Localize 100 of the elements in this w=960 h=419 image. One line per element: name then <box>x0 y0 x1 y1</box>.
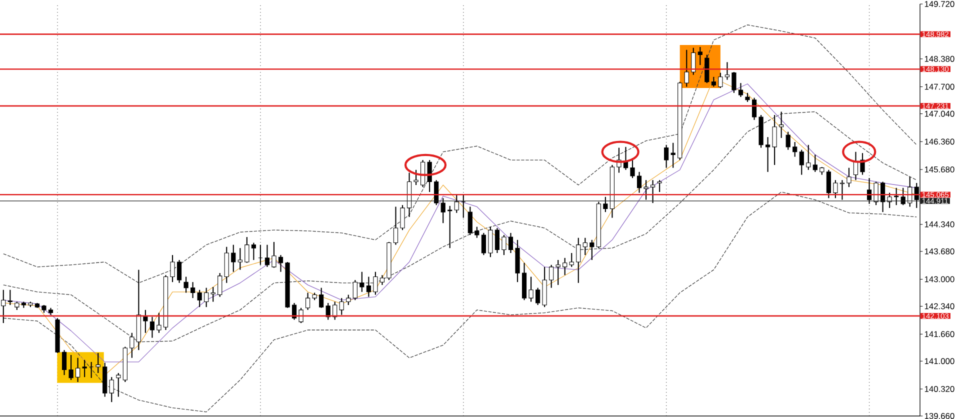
y-tick-label: 139.660 <box>924 413 954 419</box>
y-tick-label: 147.040 <box>924 110 954 117</box>
candlestick <box>724 62 730 80</box>
candlestick <box>494 227 500 254</box>
candlestick <box>170 254 175 283</box>
candlestick <box>502 234 506 256</box>
candlestick <box>427 160 432 193</box>
candlestick <box>664 144 669 168</box>
candlestick <box>150 316 155 338</box>
candlestick <box>786 131 790 150</box>
candlestick <box>218 272 222 298</box>
candlestick <box>732 71 736 94</box>
y-tick-label: 141.660 <box>924 331 954 338</box>
candlestick <box>393 206 398 246</box>
candlestick <box>143 309 148 334</box>
candlestick <box>779 111 784 138</box>
candlestick <box>190 282 196 299</box>
candlestick <box>536 287 540 306</box>
candlestick <box>1 289 6 324</box>
candlestick <box>380 274 385 286</box>
candlestick <box>468 206 472 236</box>
candlestick <box>352 279 358 301</box>
y-tick-label: 142.340 <box>924 303 954 310</box>
candlestick <box>298 307 304 324</box>
y-tick-label: 143.000 <box>924 276 954 282</box>
candlestick <box>670 142 676 168</box>
candlestick <box>853 151 858 181</box>
y-tick-label: 148.380 <box>924 56 954 62</box>
candlestick <box>657 180 662 193</box>
candlestick <box>306 292 310 310</box>
candlestick <box>366 276 371 298</box>
candlestick <box>319 287 324 308</box>
candlestick <box>373 271 378 296</box>
candlestick <box>481 232 486 256</box>
candlestick <box>8 289 12 306</box>
candlestick <box>698 46 702 66</box>
candlestick <box>251 242 256 261</box>
candlestick <box>582 237 588 256</box>
candlestick <box>332 301 338 320</box>
candlestick <box>292 302 297 320</box>
candlestick <box>326 302 330 320</box>
candlestick <box>806 144 811 170</box>
candlestick <box>156 312 162 334</box>
candlestick <box>440 198 446 224</box>
candlestick <box>454 194 459 214</box>
candlestick <box>603 196 608 213</box>
candlestick <box>224 246 229 284</box>
candlestick <box>846 167 852 188</box>
candlestick <box>812 154 818 172</box>
candlestick <box>272 241 276 268</box>
candlestick <box>508 232 514 254</box>
candlestick <box>474 226 480 238</box>
candlestick <box>448 205 452 249</box>
candlestick <box>900 187 906 206</box>
candlestick <box>488 226 493 258</box>
candlestick <box>414 169 418 186</box>
candlestick <box>528 276 534 302</box>
y-tick-label: 141.000 <box>924 358 954 364</box>
candlestick <box>718 72 723 88</box>
candlestick <box>704 54 710 84</box>
y-tick-label: 144.340 <box>924 221 954 228</box>
candlestick <box>231 244 236 272</box>
candlestick <box>264 244 270 268</box>
y-tick-label: 147.700 <box>924 84 954 90</box>
candlestick <box>360 271 364 292</box>
candlestick <box>76 357 80 383</box>
candlestick <box>400 204 405 231</box>
candlestick <box>549 264 554 288</box>
candlestick <box>799 149 804 176</box>
candlestick <box>644 180 648 200</box>
candlestick <box>130 332 134 358</box>
candlestick <box>569 252 574 268</box>
y-tick-label: 140.320 <box>924 386 954 392</box>
candlestick <box>576 237 581 284</box>
candlestick <box>210 286 216 302</box>
y-tick-label: 146.360 <box>924 138 954 145</box>
candlestick <box>556 259 560 286</box>
candlestick <box>562 257 568 276</box>
candlestick <box>636 171 642 194</box>
candlestick <box>197 289 202 308</box>
candlestick <box>346 294 351 306</box>
candlestick <box>62 350 67 376</box>
candlestick <box>766 136 770 172</box>
candlestick <box>204 287 209 308</box>
candlestick <box>244 236 250 264</box>
candlestick <box>238 248 242 270</box>
candlestick <box>826 169 831 199</box>
candlestick <box>630 157 635 179</box>
candlestick <box>590 239 594 261</box>
candlestick <box>176 259 182 284</box>
candlestick <box>745 92 750 102</box>
candlestick <box>116 372 121 398</box>
candlestick <box>711 76 716 88</box>
candlestick <box>68 354 74 380</box>
candlestick <box>840 180 845 200</box>
candlestick <box>650 180 656 204</box>
candlestick <box>752 97 757 120</box>
candlestick <box>184 276 188 294</box>
candlestick <box>339 298 344 316</box>
y-tick-label: 149.720 <box>924 1 954 7</box>
